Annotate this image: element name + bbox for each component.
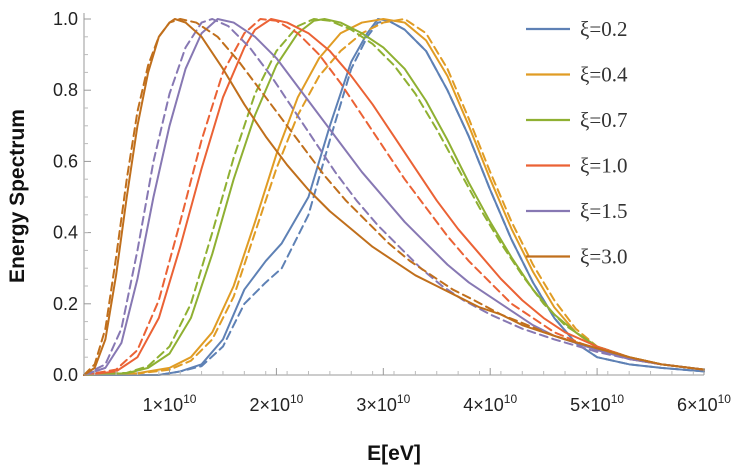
- legend-label-5: ξ=1.5: [580, 199, 627, 223]
- legend-label-4: ξ=1.0: [580, 154, 627, 178]
- x-tick-label: 5×1010: [570, 392, 624, 415]
- series-6-dashed-line: [83, 18, 705, 376]
- x-tick-label: 4×1010: [463, 392, 517, 415]
- legend-label-1: ξ=0.2: [580, 17, 627, 41]
- series-5-solid-line: [83, 18, 705, 376]
- y-tick-label: 1.0: [53, 9, 78, 29]
- y-axis-title: Energy Spectrum: [6, 109, 29, 283]
- series-5-dashed-line: [83, 18, 705, 376]
- x-tick-label: 3×1010: [356, 392, 410, 415]
- legend-label-2: ξ=0.4: [580, 63, 628, 87]
- y-tick-label: 0.6: [53, 151, 78, 171]
- series-3-solid-line: [83, 18, 705, 376]
- x-tick-label: 2×1010: [249, 392, 303, 415]
- legend-label-6: ξ=3.0: [580, 245, 627, 269]
- x-tick-label: 6×1010: [677, 392, 731, 415]
- legend: ξ=0.2 ξ=0.4 ξ=0.7 ξ=1.0 ξ=1.5 ξ=3.0: [526, 17, 628, 269]
- y-tick-label: 0.0: [53, 365, 78, 385]
- series-curves: [83, 18, 705, 376]
- x-tick-label: 1×1010: [143, 392, 197, 415]
- x-axis-title: E[eV]: [367, 442, 421, 465]
- series-3-dashed-line: [83, 18, 705, 376]
- legend-label-3: ξ=0.7: [580, 108, 627, 132]
- series-4-solid-line: [83, 18, 705, 376]
- series-4-dashed-line: [83, 18, 705, 376]
- series-6-solid-line: [83, 18, 705, 376]
- series-2-dashed-line: [83, 18, 705, 376]
- axes: 0.0 0.2 0.4 0.6 0.8 1.0 1×1010 2×1010 3×1010 4×10…: [53, 9, 731, 415]
- y-tick-label: 0.2: [53, 294, 78, 314]
- y-tick-label: 0.8: [53, 80, 78, 100]
- y-tick-label: 0.4: [53, 223, 78, 243]
